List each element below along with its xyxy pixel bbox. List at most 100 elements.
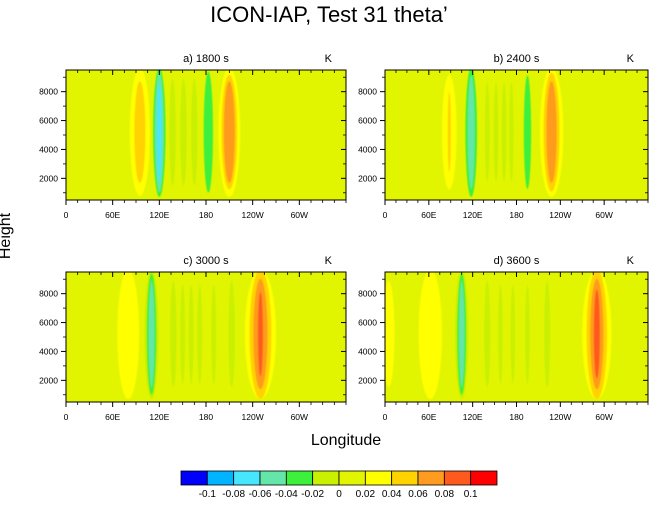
figure-title: ICON-IAP, Test 31 theta’: [210, 2, 448, 27]
colorbar-swatch: [259, 470, 287, 486]
y-tick-label: 2000: [39, 173, 58, 183]
x-tick-label: 120E: [149, 210, 169, 220]
field-cell: [197, 284, 203, 384]
field-cell: [170, 280, 177, 388]
x-tick-label: 180: [199, 412, 213, 422]
colorbar-swatch: [364, 470, 393, 486]
field-cell: [188, 284, 194, 384]
colorbar-swatch: [470, 470, 498, 486]
y-axis-label: Height: [0, 212, 14, 259]
field-cell: [258, 291, 263, 377]
y-tick-label: 4000: [39, 144, 58, 154]
colorbar-swatch: [180, 470, 208, 486]
x-tick-label: 120W: [549, 210, 571, 220]
panel-units: K: [325, 255, 333, 267]
y-tick-label: 2000: [358, 375, 377, 385]
field-cell: [117, 272, 140, 399]
x-tick-label: 180: [509, 412, 523, 422]
x-tick-label: 120E: [463, 210, 483, 220]
field-cell: [191, 78, 198, 186]
x-tick-label: 0: [383, 412, 388, 422]
field-cell: [510, 284, 516, 384]
x-tick-label: 60W: [595, 210, 612, 220]
panel-units: K: [627, 255, 635, 267]
colorbar-swatch: [391, 470, 419, 486]
y-tick-label: 2000: [358, 173, 377, 183]
panel-2: b) 2400 s K 0 60E 120E 180 120W 60W 2000 4000 6000…: [358, 53, 649, 220]
y-tick-label: 8000: [39, 289, 58, 299]
panel-title: b) 2400 s: [494, 53, 540, 65]
colorbar-label: 0.06: [408, 489, 428, 500]
x-tick-label: 60E: [105, 412, 120, 422]
colorbar-swatch: [338, 470, 366, 486]
field-cell: [493, 82, 499, 182]
x-tick-label: 60E: [105, 210, 120, 220]
y-tick-label: 6000: [39, 116, 58, 126]
field-cell: [169, 78, 176, 186]
colorbar-label: -0.04: [275, 489, 298, 500]
panel-4: d) 3600 s K 0 60E 120E 180 120W 60W 2000 4000 6000…: [358, 255, 649, 422]
field-cell: [157, 82, 162, 182]
colorbar-label: 0: [336, 489, 342, 500]
field-cell: [484, 280, 491, 388]
colorbar-label: 0.08: [435, 489, 455, 500]
colorbar-label: 0.04: [382, 489, 402, 500]
panel-1: a) 1800 s K 0 60E 120E 180 120W 60W 2000 4000 6000…: [39, 53, 347, 220]
x-tick-label: 0: [383, 210, 388, 220]
y-tick-label: 6000: [39, 318, 58, 328]
field-background: [66, 272, 346, 402]
field-cells: [385, 272, 612, 399]
field-cell: [544, 280, 551, 388]
y-tick-label: 4000: [358, 346, 377, 356]
panel-grid: a) 1800 s K 0 60E 120E 180 120W 60W 2000 4000 6000…: [39, 53, 649, 422]
colorbar-label: -0.06: [249, 489, 272, 500]
field-cell: [228, 280, 235, 388]
colorbar-label: 0.02: [356, 489, 376, 500]
y-tick-label: 8000: [39, 87, 58, 97]
x-tick-label: 60W: [595, 412, 612, 422]
field-cell: [485, 82, 490, 182]
y-tick-label: 2000: [39, 375, 58, 385]
x-tick-label: 180: [509, 210, 523, 220]
x-tick-label: 60E: [421, 412, 436, 422]
y-tick-label: 6000: [358, 116, 377, 126]
field-cell: [385, 281, 395, 388]
field-cell: [525, 284, 530, 384]
x-tick-label: 180: [199, 210, 213, 220]
colorbar-label: -0.1: [199, 489, 217, 500]
panel-units: K: [325, 53, 333, 65]
x-tick-label: 60E: [421, 210, 436, 220]
field-cell: [501, 82, 507, 182]
x-tick-label: 120E: [463, 412, 483, 422]
colorbar-label: -0.02: [301, 489, 324, 500]
colorbar-swatch: [417, 470, 445, 486]
colorbar-label: -0.08: [222, 489, 245, 500]
field-cells: [117, 272, 276, 399]
colorbar-swatch: [443, 470, 472, 486]
field-cell: [180, 78, 187, 186]
field-cell: [509, 82, 514, 182]
field-cell: [148, 280, 155, 388]
field-cell: [223, 81, 235, 183]
x-tick-label: 0: [64, 412, 69, 422]
panel-title: c) 3000 s: [183, 255, 229, 267]
field-cell: [447, 92, 451, 173]
field-cells: [129, 70, 241, 197]
field-cells: [441, 70, 564, 197]
field-cell: [134, 81, 146, 183]
field-cell: [546, 81, 557, 183]
panel-units: K: [627, 53, 635, 65]
y-tick-label: 8000: [358, 289, 377, 299]
colorbar-swatch: [312, 470, 340, 486]
x-tick-label: 120W: [242, 210, 264, 220]
x-tick-label: 60W: [291, 412, 308, 422]
field-cell: [467, 75, 475, 190]
y-tick-label: 4000: [358, 144, 377, 154]
y-tick-label: 4000: [39, 346, 58, 356]
colorbar-swatch: [285, 470, 314, 486]
colorbar-swatch: [233, 470, 261, 486]
field-cell: [523, 75, 532, 190]
panel-title: a) 1800 s: [183, 53, 229, 65]
x-tick-label: 60W: [291, 210, 308, 220]
